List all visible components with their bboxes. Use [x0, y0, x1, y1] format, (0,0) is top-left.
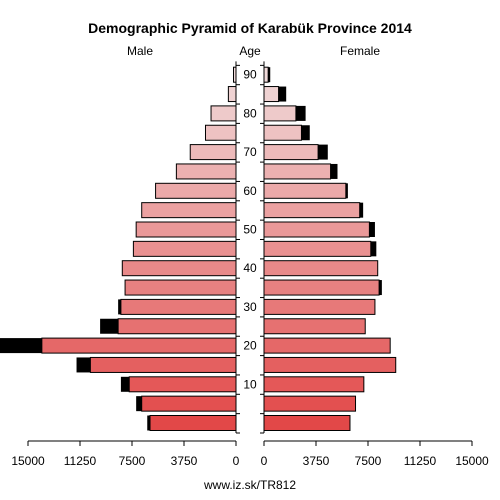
male-x-tick-label: 15000: [11, 454, 45, 468]
male-bar: [124, 279, 237, 296]
female-bar: [263, 415, 351, 431]
female-excess-bar: [278, 86, 287, 102]
female-bar: [263, 105, 297, 122]
female-excess-bar: [370, 241, 377, 257]
female-bar: [263, 260, 379, 277]
male-x-tick-label: 3750: [171, 454, 198, 468]
male-excess-bar: [100, 318, 119, 334]
age-label: Age: [239, 44, 261, 58]
male-bar: [120, 298, 237, 315]
male-excess-bar: [0, 338, 42, 354]
male-bar: [155, 182, 237, 199]
male-excess-bar: [76, 357, 91, 373]
female-label: Female: [340, 44, 380, 58]
female-x-tick-label: 0: [261, 454, 268, 468]
age-tick-label: 40: [243, 261, 257, 275]
female-bars: [263, 66, 397, 431]
footer-url: www.iz.sk/TR812: [203, 478, 296, 492]
female-bar: [263, 124, 302, 141]
male-bar: [41, 337, 237, 354]
female-x-tick-label: 3750: [303, 454, 330, 468]
male-bar: [135, 221, 237, 238]
female-bar: [263, 318, 366, 335]
male-bar: [128, 376, 237, 393]
male-x-tick-label: 11250: [64, 454, 97, 468]
female-excess-bar: [330, 163, 338, 179]
male-bar: [117, 318, 237, 335]
age-tick-label: 90: [243, 68, 257, 82]
female-x-tick-label: 11250: [404, 454, 437, 468]
female-excess-bar: [318, 144, 328, 160]
male-bar: [89, 356, 237, 373]
age-tick-label: 60: [243, 184, 257, 198]
male-excess-bar: [118, 299, 121, 315]
female-excess-bar: [345, 183, 348, 199]
female-bar: [263, 163, 332, 180]
age-axis: 90 80 70 60 50 40 30 20 10: [236, 64, 264, 434]
age-tick-label: 50: [243, 223, 257, 237]
female-bar: [263, 221, 370, 238]
female-excess-bar: [295, 105, 306, 121]
male-bars: [0, 66, 237, 431]
female-excess-bar: [268, 67, 271, 83]
male-bar: [121, 260, 237, 277]
chart-title: Demographic Pyramid of Karabük Province …: [88, 20, 412, 36]
age-tick-label: 80: [243, 106, 257, 120]
female-bar: [263, 279, 380, 296]
female-excess-bar: [379, 280, 382, 296]
female-excess-bar: [301, 125, 310, 141]
age-tick-label: 10: [243, 377, 257, 391]
age-tick-label: 70: [243, 145, 257, 159]
female-excess-bar: [369, 222, 375, 237]
male-excess-bar: [120, 376, 130, 392]
female-bar: [263, 202, 361, 219]
male-bar: [149, 415, 237, 431]
female-bar: [263, 356, 397, 373]
age-tick-label: 30: [243, 300, 257, 314]
male-bar: [227, 86, 237, 103]
female-bar: [263, 144, 319, 161]
male-bar: [175, 163, 237, 180]
female-bar: [263, 298, 376, 315]
female-bar: [263, 182, 347, 199]
female-x-tick-label: 7500: [355, 454, 382, 468]
male-bar: [189, 144, 237, 161]
male-bar: [210, 105, 237, 122]
male-excess-bar: [136, 396, 142, 412]
female-excess-bar: [359, 202, 364, 218]
male-bar: [132, 240, 237, 257]
female-bar: [263, 66, 269, 83]
male-x-tick-label: 7500: [119, 454, 146, 468]
female-bar: [263, 337, 391, 354]
male-bar: [204, 124, 237, 141]
male-excess-bar: [147, 415, 151, 431]
female-x-tick-label: 15000: [455, 454, 489, 468]
male-bar: [141, 395, 237, 412]
female-bar: [263, 240, 372, 257]
x-axis: 15000 11250 7500 3750 0 0 3750 7500 11250 15000: [11, 441, 489, 468]
age-tick-label: 20: [243, 339, 257, 353]
male-x-tick-label: 0: [233, 454, 240, 468]
male-bar: [141, 202, 237, 219]
male-label: Male: [127, 44, 153, 58]
female-bar: [263, 395, 357, 412]
female-bar: [263, 86, 280, 103]
female-bar: [263, 376, 365, 393]
